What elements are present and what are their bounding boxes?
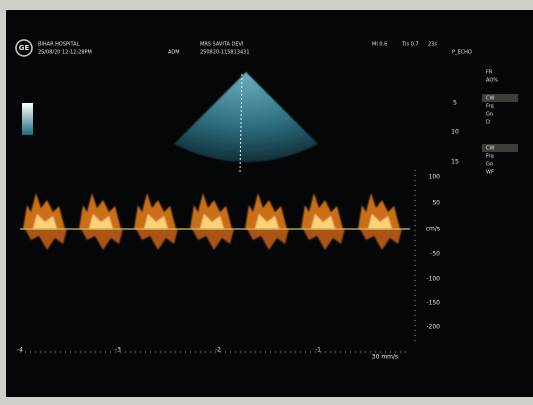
page: GE BIHAR HOSPITAL 25/08/20 12:12:28PM AD… bbox=[0, 0, 533, 405]
ultrasound-screen: GE BIHAR HOSPITAL 25/08/20 12:12:28PM AD… bbox=[0, 0, 533, 405]
color-bar bbox=[22, 103, 33, 135]
time-label: -3 bbox=[115, 347, 121, 354]
velocity-label: cm/s bbox=[426, 226, 440, 233]
frame-time: 23s bbox=[428, 42, 437, 48]
preset: P_ECHO bbox=[452, 50, 472, 56]
datetime: 25/08/20 12:12:28PM bbox=[38, 50, 92, 56]
logo: GE bbox=[19, 44, 30, 52]
velocity-label: 50 bbox=[432, 200, 440, 207]
depth-label: 10 bbox=[451, 129, 459, 136]
patient: MRS SAVITA DEVI bbox=[200, 42, 243, 48]
velocity-label: 100 bbox=[429, 174, 441, 181]
mi: MI 0.6 bbox=[372, 42, 387, 48]
depth-label: 5 bbox=[453, 100, 457, 107]
panel-label: D bbox=[486, 120, 490, 126]
operator: ADM bbox=[168, 50, 180, 56]
tis: TIs 0.7 bbox=[401, 42, 419, 48]
depth-label: 15 bbox=[451, 159, 459, 166]
velocity-label: -200 bbox=[426, 324, 440, 331]
panel-label: AO% bbox=[486, 78, 498, 84]
hospital: BIHAR HOSPITAL bbox=[38, 42, 80, 48]
time-label: -2 bbox=[215, 347, 221, 354]
panel-label: CW bbox=[486, 146, 494, 152]
panel-label: Frq bbox=[486, 104, 494, 110]
velocity-label: -100 bbox=[426, 276, 440, 283]
sweep-speed: 30 mm/s bbox=[372, 354, 398, 361]
panel-label: Gn bbox=[486, 162, 493, 168]
velocity-label: -50 bbox=[430, 251, 440, 258]
patient-id: 250820-115813431 bbox=[200, 50, 250, 56]
panel-label: Gn bbox=[486, 112, 493, 118]
panel-label: WF bbox=[486, 170, 494, 176]
time-label: -4 bbox=[17, 347, 23, 354]
velocity-label: -150 bbox=[426, 300, 440, 307]
panel-label: Frq bbox=[486, 154, 494, 160]
time-label: -1 bbox=[315, 347, 321, 354]
panel-label: FR bbox=[486, 70, 493, 76]
panel-label: CW bbox=[486, 96, 494, 102]
